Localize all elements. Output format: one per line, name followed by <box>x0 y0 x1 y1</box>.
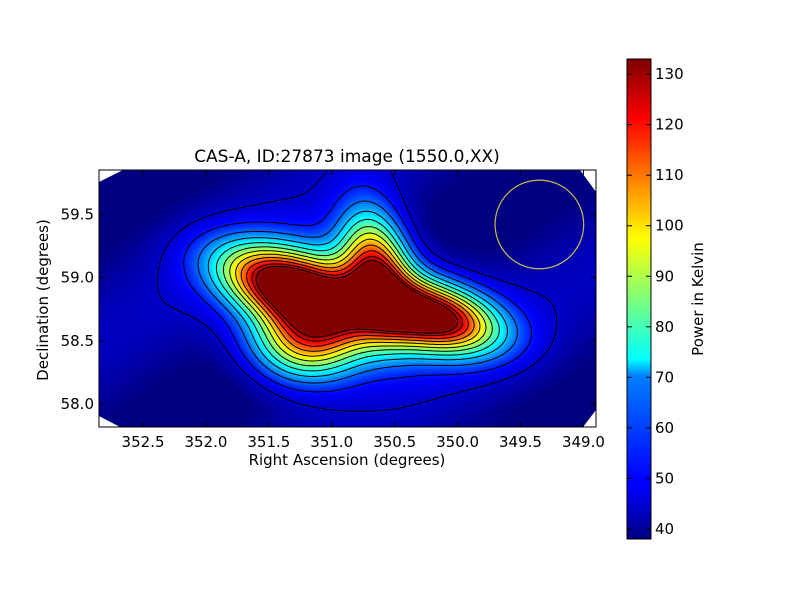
colorbar-tick-label: 80 <box>655 318 674 336</box>
colorbar-tick-label: 90 <box>655 267 674 285</box>
chart-title: CAS-A, ID:27873 image (1550.0,XX) <box>194 147 500 167</box>
heatmap-area <box>99 170 596 427</box>
contour-level-84 <box>222 226 493 367</box>
colorbar-tick-label: 100 <box>655 217 684 235</box>
corner-mask-top-left <box>99 170 123 182</box>
contour-level-124 <box>251 256 463 342</box>
colorbar <box>626 58 652 540</box>
colorbar-tick-label: 110 <box>655 166 684 184</box>
contour-level-60 <box>197 200 518 384</box>
contour-level-45 <box>156 171 558 412</box>
x-tick-label: 351.0 <box>310 433 353 451</box>
corner-mask-bottom-right <box>583 410 596 427</box>
plot-frame <box>98 169 597 428</box>
contour-level-108 <box>240 244 475 352</box>
contour-level-76 <box>215 218 500 372</box>
x-axis-label: Right Ascension (degrees) <box>249 451 446 469</box>
corner-mask-bottom-left <box>99 416 120 427</box>
y-tick-label: 59.0 <box>61 269 94 287</box>
y-tick-label: 58.0 <box>61 395 94 413</box>
corner-mask-top-right <box>580 170 596 192</box>
contour-lines <box>156 171 558 412</box>
colorbar-tick-label: 40 <box>655 520 674 538</box>
colorbar-ticks: 40 50 60 70 80 90 100 110 120 130 <box>627 65 684 538</box>
x-tick-label: 352.5 <box>122 433 165 451</box>
colorbar-label: Power in Kelvin <box>689 242 707 356</box>
x-tick-label: 349.5 <box>499 433 542 451</box>
colorbar-tick-label: 70 <box>655 368 674 386</box>
contour-level-130 <box>255 260 459 338</box>
x-tick-label: 350.5 <box>373 433 416 451</box>
colorbar-tick-label: 120 <box>655 116 684 134</box>
y-axis-label: Declination (degrees) <box>34 219 52 381</box>
x-tick-label: 351.5 <box>247 433 290 451</box>
x-axis-ticks: 352.5 352.0 351.5 351.0 350.5 350.0 349.5 349.0 <box>122 170 605 451</box>
colorbar-tick-label: 130 <box>655 65 684 83</box>
contour-level-92 <box>229 232 487 362</box>
colorbar-tick-label: 60 <box>655 419 674 437</box>
x-tick-label: 352.0 <box>184 433 227 451</box>
contour-level-116 <box>246 250 469 347</box>
heatmap-image <box>99 170 596 427</box>
y-axis-ticks: 58.0 58.5 59.0 59.5 <box>61 205 596 413</box>
contour-level-68 <box>207 210 508 377</box>
x-tick-label: 349.0 <box>562 433 605 451</box>
beam-circle <box>494 179 585 270</box>
y-tick-label: 59.5 <box>61 205 94 223</box>
contour-level-52 <box>183 185 533 393</box>
contour-level-100 <box>235 238 481 357</box>
y-tick-label: 58.5 <box>61 332 94 350</box>
colorbar-tick-label: 50 <box>655 469 674 487</box>
x-tick-label: 350.0 <box>436 433 479 451</box>
